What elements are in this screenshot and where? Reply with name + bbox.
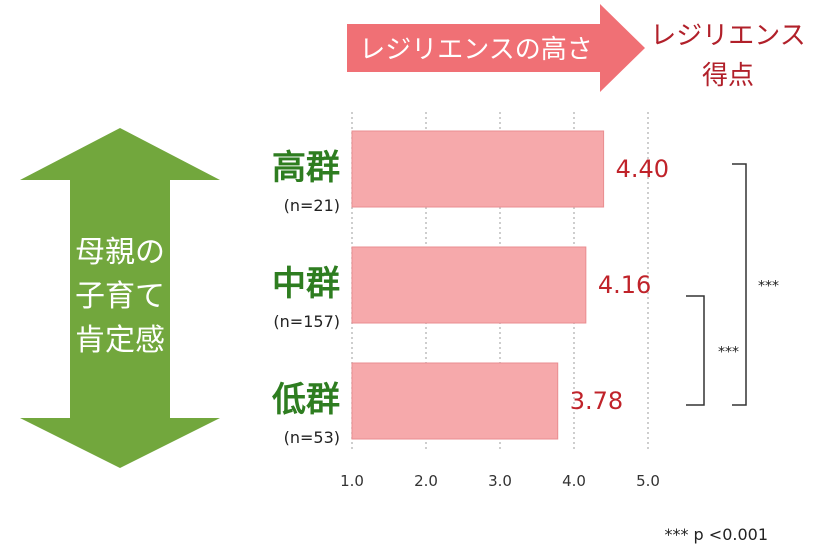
x-tick-label: 4.0: [562, 472, 586, 490]
significance-label: ***: [758, 279, 779, 295]
group-label: 中群: [272, 264, 340, 304]
x-tick-label: 2.0: [414, 472, 438, 490]
significance-brackets: *** ***: [686, 163, 779, 406]
side-arrow-line1: 母親の: [75, 235, 165, 270]
parenting-affirmation-arrow: 母親の 子育て 肯定感: [20, 128, 220, 468]
footnote: *** p <0.001: [664, 525, 768, 544]
value-label: 3.78: [570, 387, 623, 415]
bar: [351, 246, 587, 324]
side-arrow-line2: 子育て: [75, 279, 165, 314]
value-label: 4.40: [616, 155, 669, 183]
group-n-label: (n=53): [284, 428, 340, 447]
x-tick-label: 1.0: [340, 472, 364, 490]
x-tick-label: 3.0: [488, 472, 512, 490]
score-label-line2: 得点: [702, 61, 754, 91]
bars: [351, 130, 605, 440]
score-label-line1: レジリエンス: [650, 21, 805, 51]
x-tick-label: 5.0: [636, 472, 660, 490]
group-label: 低群: [272, 380, 340, 420]
bar: [351, 130, 605, 208]
side-arrow-line3: 肯定感: [75, 323, 165, 358]
bar: [351, 362, 559, 440]
value-label: 4.16: [598, 271, 651, 299]
x-tick-labels: 1.0 2.0 3.0 4.0 5.0: [340, 472, 660, 490]
significance-bracket: [686, 295, 705, 406]
arrow-label: レジリエンスの高さ: [359, 35, 592, 65]
significance-bracket: [732, 163, 747, 406]
group-label: 高群: [272, 148, 340, 188]
significance-label: ***: [718, 345, 739, 361]
category-labels: 4.40 高群 (n=21) 4.16 中群 (n=157) 3.78 低群 (n=53): [272, 148, 669, 447]
group-n-label: (n=157): [273, 312, 340, 331]
resilience-arrow: レジリエンスの高さ: [347, 4, 645, 92]
group-n-label: (n=21): [284, 196, 340, 215]
